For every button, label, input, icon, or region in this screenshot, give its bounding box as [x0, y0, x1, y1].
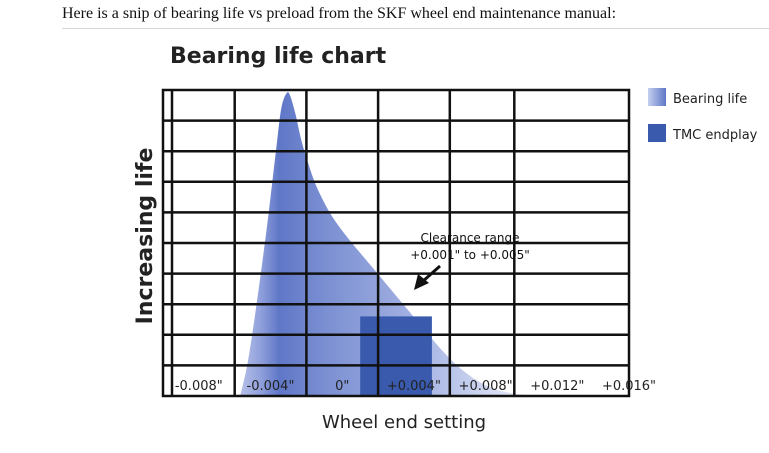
- plot-frame: [161, 88, 631, 398]
- x-tick-label: +0.012": [530, 379, 584, 394]
- legend-item-tmc-endplay: TMC endplay: [648, 124, 758, 143]
- annotation-arrow-head: [414, 274, 429, 290]
- x-tick-label: 0": [335, 379, 349, 394]
- plot-area: [161, 88, 631, 398]
- legend-item-bearing-life: Bearing life: [648, 88, 747, 107]
- legend: Bearing life TMC endplay: [648, 88, 758, 143]
- legend-swatch-tmc-endplay: [648, 124, 666, 142]
- y-axis-label: Increasing life: [133, 148, 158, 325]
- x-tick-label: -0.004": [247, 379, 295, 394]
- tmc-endplay-bar: [360, 316, 432, 396]
- bearing-life-figure: Bearing life chart -0.008" -0.004" 0" +0.00…: [0, 28, 769, 453]
- legend-swatch-bearing-life: [648, 88, 666, 106]
- legend-label-bearing-life: Bearing life: [673, 92, 747, 107]
- post-caption: Here is a snip of bearing life vs preloa…: [62, 4, 769, 29]
- bearing-life-chart: Bearing life chart -0.008" -0.004" 0" +0.00…: [133, 44, 758, 433]
- chart-title: Bearing life chart: [170, 44, 387, 69]
- x-tick-label: +0.004": [387, 379, 441, 394]
- annotation-line-2: +0.001" to +0.005": [410, 248, 530, 262]
- clearance-annotation: Clearance range +0.001" to +0.005": [410, 231, 530, 290]
- x-tick-label: +0.016": [602, 379, 656, 394]
- grid-lines: [163, 90, 629, 396]
- x-tick-labels: -0.008" -0.004" 0" +0.004" +0.008" +0.012" +0.…: [175, 379, 656, 394]
- annotation-arrow-shaft: [421, 264, 441, 284]
- x-tick-label: -0.008": [175, 379, 223, 394]
- x-tick-label: +0.008": [459, 379, 513, 394]
- bearing-life-area: [240, 92, 551, 396]
- annotation-line-1: Clearance range: [420, 231, 519, 245]
- x-axis-label: Wheel end setting: [322, 412, 486, 433]
- legend-label-tmc-endplay: TMC endplay: [672, 128, 758, 143]
